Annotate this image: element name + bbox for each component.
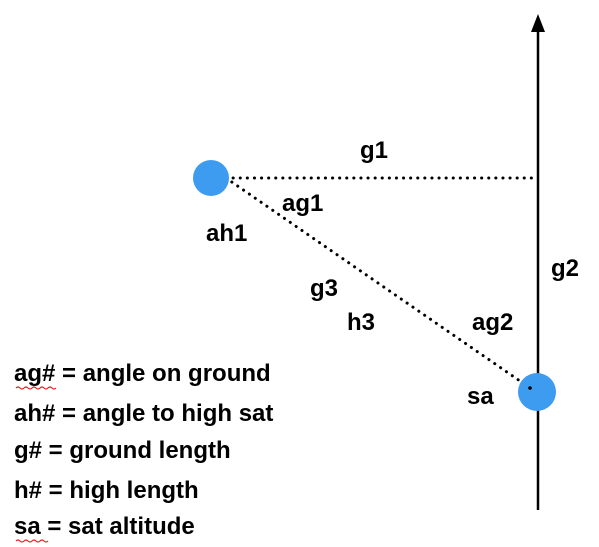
ground-satellite-dot [518,373,556,411]
label-ag2: ag2 [472,309,513,336]
label-ah1: ah1 [206,220,247,247]
diagonal-line-g3 [224,176,532,390]
label-g1: g1 [360,137,388,164]
legend-item-h: h# = high length [14,477,199,504]
label-ag1: ag1 [282,190,323,217]
legend-item-ah: ah# = angle to high sat [14,400,273,427]
spellcheck-underline-ag [15,386,57,390]
legend-item-g: g# = ground length [14,437,231,464]
label-sa: sa [467,383,494,410]
legend: ag# = angle on ground ah# = angle to hig… [14,360,273,543]
label-g3: g3 [310,275,338,302]
diagonal-end-dot [528,386,532,390]
legend-item-ag: ag# = angle on ground [14,360,271,387]
spellcheck-underline-sa [15,539,49,543]
label-h3: h3 [347,309,375,336]
high-satellite-dot [193,160,229,196]
label-g2: g2 [551,255,579,282]
legend-item-sa: sa = sat altitude [14,513,195,540]
vertical-axis-arrowhead [531,14,545,32]
